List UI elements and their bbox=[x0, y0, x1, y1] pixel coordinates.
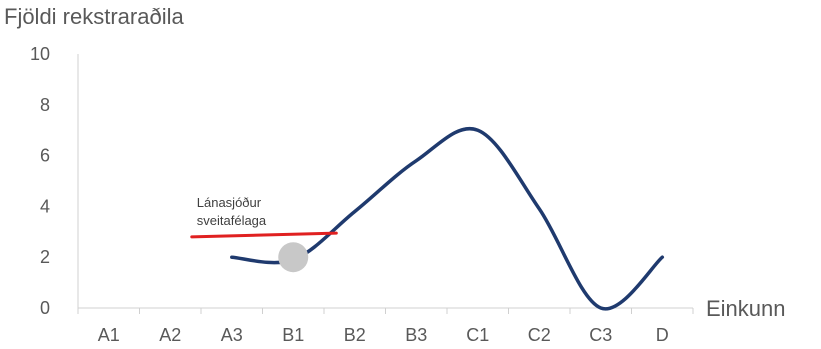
reference-label-line2: sveitafélaga bbox=[197, 213, 267, 228]
y-tick-label: 2 bbox=[40, 247, 50, 267]
reference-label-line1: Lánasjóður bbox=[197, 195, 262, 210]
x-tick-labels: A1 A2 A3 B1 B2 B3 C1 C2 C3 D bbox=[98, 325, 669, 345]
reference-line bbox=[190, 231, 338, 239]
x-tick-label: C1 bbox=[466, 325, 489, 345]
y-axis-title: Fjöldi rekstraraðila bbox=[4, 4, 184, 29]
y-tick-label: 6 bbox=[40, 146, 50, 166]
highlight-marker bbox=[278, 242, 309, 273]
y-tick-labels: 0 2 4 6 8 10 bbox=[30, 44, 50, 318]
x-axis-title: Einkunn bbox=[706, 296, 786, 321]
x-tick-label: A2 bbox=[159, 325, 181, 345]
x-tick-label: C2 bbox=[528, 325, 551, 345]
x-tick-label: C3 bbox=[589, 325, 612, 345]
x-tick-label: B3 bbox=[405, 325, 427, 345]
x-tick-label: B2 bbox=[344, 325, 366, 345]
x-tick-label: A1 bbox=[98, 325, 120, 345]
y-tick-label: 4 bbox=[40, 196, 50, 216]
y-tick-label: 0 bbox=[40, 298, 50, 318]
x-tick-label: A3 bbox=[221, 325, 243, 345]
x-tick-label: B1 bbox=[282, 325, 304, 345]
y-tick-label: 8 bbox=[40, 95, 50, 115]
series-line bbox=[230, 126, 665, 311]
y-tick-label: 10 bbox=[30, 44, 50, 64]
x-tick-marks bbox=[77, 308, 694, 314]
x-tick-label: D bbox=[656, 325, 669, 345]
